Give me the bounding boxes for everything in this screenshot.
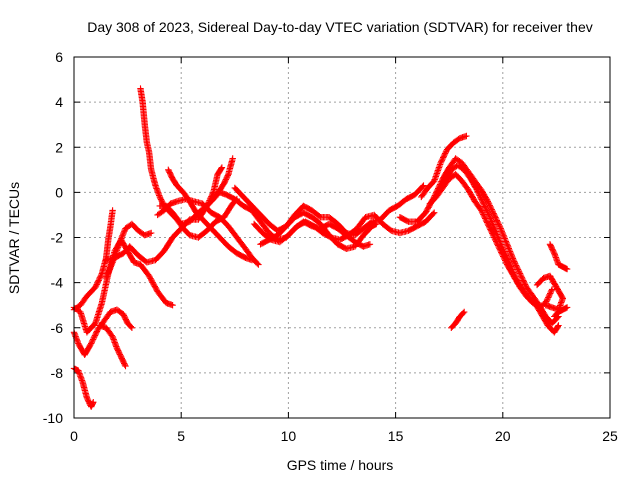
y-tick-label: 0: [55, 184, 63, 200]
marker-trail-track-u: [546, 241, 571, 273]
series-track-v: [551, 304, 571, 320]
x-tick-label: 15: [388, 428, 404, 444]
marker-trail-track-e: [96, 322, 129, 370]
y-tick-label: -6: [51, 320, 64, 336]
y-tick-label: -4: [51, 275, 64, 291]
marker-trail-track-v: [551, 304, 571, 320]
x-axis-title: GPS time / hours: [287, 457, 394, 473]
series-track-s: [435, 162, 562, 336]
x-tick-label: 10: [281, 428, 297, 444]
marker-trail-track-d: [70, 365, 97, 410]
plot-frame: [73, 56, 611, 419]
y-tick-label: -10: [43, 410, 63, 426]
x-tick-label: 5: [177, 428, 185, 444]
marker-trail-track-i: [165, 166, 256, 264]
marker-trail-track-w: [448, 308, 468, 331]
x-tick-label: 20: [495, 428, 511, 444]
marker-trail-track-o: [257, 209, 380, 252]
marker-trail-track-q: [418, 132, 470, 201]
y-axis-title: SDTVAR / TECUs: [6, 182, 22, 294]
y-tick-label: -8: [51, 365, 64, 381]
tick-labels: 0 5 10 15 20 25 -10 -8 -6 -4 -2 0 2 4 6: [43, 49, 618, 444]
marker-trail-track-p: [396, 155, 562, 327]
series-track-k: [156, 155, 236, 228]
series-track-u: [546, 241, 571, 273]
series-track-g: [103, 164, 226, 266]
marker-trail-track-s: [435, 162, 562, 336]
chart-title: Day 308 of 2023, Sidereal Day-to-day VTE…: [87, 19, 593, 35]
series-track-q: [418, 132, 470, 201]
series-track-w: [448, 308, 468, 331]
y-tick-label: 4: [55, 94, 63, 110]
y-tick-label: 6: [55, 49, 63, 65]
series-track-e: [96, 322, 129, 370]
y-tick-label: -2: [51, 230, 64, 246]
data-marks: [70, 85, 571, 410]
marker-trail-track-k: [156, 155, 236, 228]
series-track-d: [70, 365, 97, 410]
x-tick-label: 0: [70, 428, 78, 444]
marker-trail-track-g: [103, 164, 226, 266]
series-track-i: [165, 166, 256, 264]
series-track-p: [396, 155, 562, 327]
y-tick-label: 2: [55, 139, 63, 155]
x-tick-label: 25: [602, 428, 618, 444]
series-track-o: [257, 209, 380, 252]
